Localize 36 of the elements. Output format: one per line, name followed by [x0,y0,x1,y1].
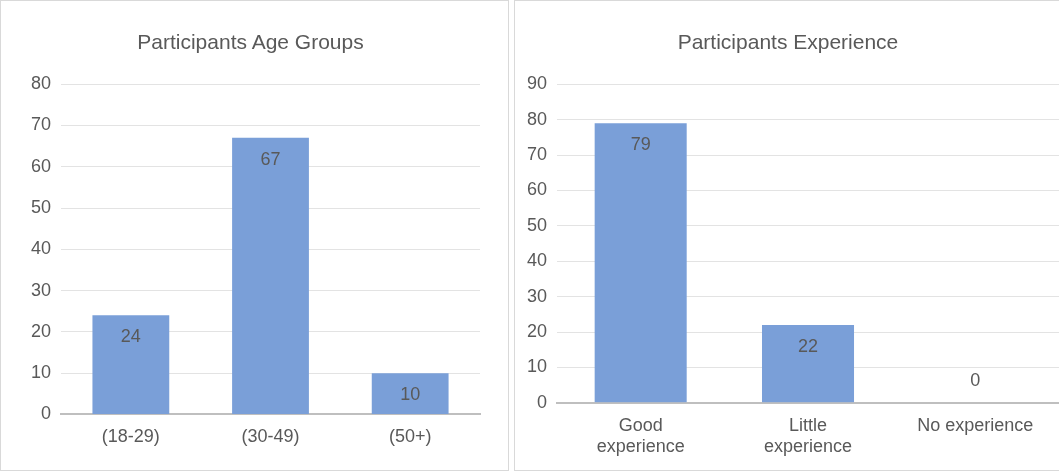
data-label: 10 [400,384,421,405]
y-tick-label: 90 [526,73,548,94]
data-label: 67 [260,148,281,169]
chart-title: Participants Age Groups [137,30,364,54]
data-label: 0 [970,369,981,390]
y-tick-label: 40 [30,238,52,259]
x-tick-label: Good experience [596,414,685,457]
bar [92,315,170,414]
y-tick-label: 40 [526,250,548,271]
y-tick-label: 50 [526,214,548,235]
y-tick-label: 70 [30,114,52,135]
y-tick-label: 60 [30,155,52,176]
x-tick-label: (30-49) [241,426,300,447]
y-tick-label: 0 [537,391,548,412]
y-tick-label: 10 [30,362,52,383]
y-tick-label: 30 [526,285,548,306]
y-tick-label: 30 [30,279,52,300]
bar [371,373,449,414]
y-tick-label: 50 [30,196,52,217]
y-tick-label: 70 [526,143,548,164]
data-label: 24 [120,326,141,347]
x-tick-label: Little experience [763,414,853,457]
y-tick-label: 20 [526,320,548,341]
chart-title: Participants Experience [677,30,899,54]
x-tick-label: No experience [917,414,1034,435]
bar [232,137,309,414]
data-label: 79 [630,134,651,155]
x-tick-label: (50+) [388,426,432,447]
y-tick-label: 60 [526,179,548,200]
y-tick-label: 80 [30,73,52,94]
y-tick-label: 20 [30,320,52,341]
data-label: 22 [798,335,819,356]
y-tick-label: 10 [526,356,548,377]
y-tick-label: 0 [41,403,52,424]
x-tick-label: (18-29) [101,426,160,447]
y-tick-label: 80 [526,108,548,129]
